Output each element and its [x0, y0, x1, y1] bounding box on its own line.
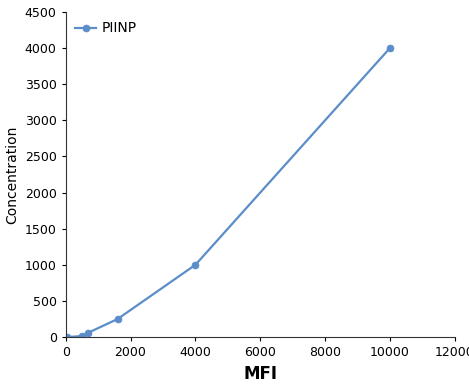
- PIINP: [193, 263, 198, 267]
- PIINP: [79, 334, 85, 338]
- Y-axis label: Concentration: Concentration: [5, 125, 19, 223]
- Legend: PIINP: PIINP: [70, 16, 143, 41]
- PIINP: [387, 45, 393, 50]
- PIINP: [64, 335, 70, 339]
- PIINP: [85, 330, 91, 335]
- X-axis label: MFI: MFI: [243, 365, 277, 383]
- Line: PIINP: PIINP: [64, 44, 393, 341]
- PIINP: [115, 317, 121, 321]
